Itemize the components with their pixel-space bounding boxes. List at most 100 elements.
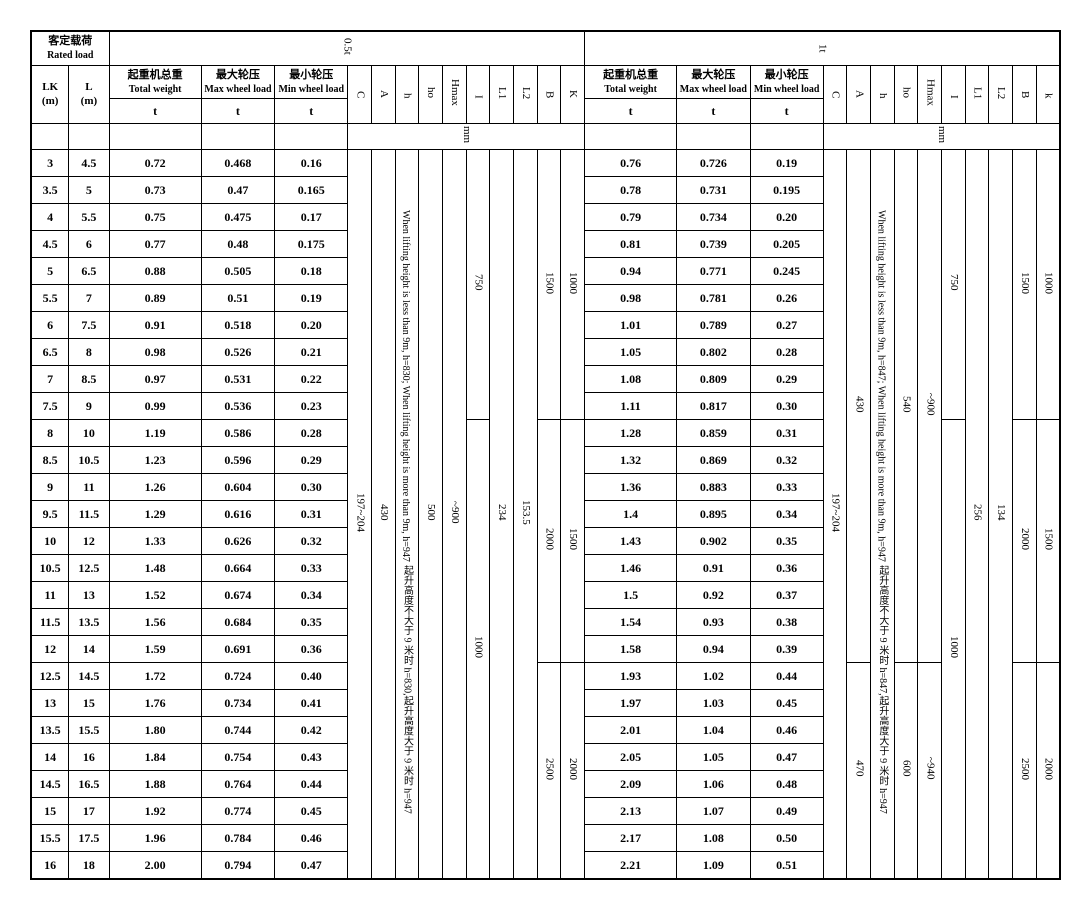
cell: 1.76 (109, 689, 201, 716)
unit-t3: t (275, 99, 348, 124)
cell: 0.19 (275, 284, 348, 311)
cell: 0.29 (275, 446, 348, 473)
load2-header: 1t (584, 31, 1060, 65)
lk-cell: 13.5 (31, 716, 69, 743)
cell: 0.626 (201, 527, 274, 554)
lk-cell: 12 (31, 635, 69, 662)
cell: 1.36 (584, 473, 676, 500)
load1-header: 0.5t (109, 31, 584, 65)
cell: 0.784 (201, 824, 274, 851)
lk-cell: 12.5 (31, 662, 69, 689)
cell: 0.744 (201, 716, 274, 743)
lk-cell: 14 (31, 743, 69, 770)
cell: 0.28 (750, 338, 823, 365)
cell: 0.43 (275, 743, 348, 770)
cell: 0.664 (201, 554, 274, 581)
l-cell: 17.5 (69, 824, 109, 851)
cell: 2.17 (584, 824, 676, 851)
cell: 0.22 (275, 365, 348, 392)
cell: 1.56 (109, 608, 201, 635)
cell: 0.684 (201, 608, 274, 635)
h2-header: h (871, 65, 895, 124)
cell: 0.774 (201, 797, 274, 824)
cell: 470 (847, 662, 871, 879)
blank (584, 124, 676, 150)
unit-mm1: mm (348, 124, 585, 150)
cell: 1.23 (109, 446, 201, 473)
l-cell: 7 (69, 284, 109, 311)
cell: 1000 (561, 149, 585, 419)
cell: 153.5 (513, 149, 537, 879)
cell: 0.691 (201, 635, 274, 662)
cell: 0.165 (275, 176, 348, 203)
blank (31, 124, 69, 150)
lk-cell: 9 (31, 473, 69, 500)
lk-cell: 7.5 (31, 392, 69, 419)
cell: 0.28 (275, 419, 348, 446)
cell: 1000 (466, 419, 490, 879)
cell: 1.26 (109, 473, 201, 500)
cell: 1500 (537, 149, 561, 419)
cell: 0.34 (750, 500, 823, 527)
cell: 0.505 (201, 257, 274, 284)
mn2-header: 最小轮压Min wheel load (750, 65, 823, 99)
lk-cell: 16 (31, 851, 69, 879)
cell: 0.31 (750, 419, 823, 446)
cell: 0.724 (201, 662, 274, 689)
cell: 0.531 (201, 365, 274, 392)
cell: 1.09 (677, 851, 750, 879)
lk-cell: 6 (31, 311, 69, 338)
lk-cell: 10.5 (31, 554, 69, 581)
cell: 1500 (561, 419, 585, 662)
blank (275, 124, 348, 150)
lk-cell: 8.5 (31, 446, 69, 473)
l-cell: 12.5 (69, 554, 109, 581)
cell: 1.88 (109, 770, 201, 797)
lk-cell: 5 (31, 257, 69, 284)
cell: 0.902 (677, 527, 750, 554)
cell: 0.81 (584, 230, 676, 257)
cell: 1.08 (584, 365, 676, 392)
cell: 0.731 (677, 176, 750, 203)
cell: 0.604 (201, 473, 274, 500)
b2-header: B (1012, 65, 1036, 124)
cell: 2000 (1012, 419, 1036, 662)
cell: 0.76 (584, 149, 676, 176)
cell: 1.02 (677, 662, 750, 689)
k1-header: K (561, 65, 585, 124)
cell: 134 (989, 149, 1013, 879)
l-cell: 4.5 (69, 149, 109, 176)
cell: 2.13 (584, 797, 676, 824)
l-cell: 11.5 (69, 500, 109, 527)
lk-cell: 6.5 (31, 338, 69, 365)
cell: 0.35 (750, 527, 823, 554)
blank (201, 124, 274, 150)
cell: 0.734 (201, 689, 274, 716)
l-cell: 8 (69, 338, 109, 365)
cell: 1.48 (109, 554, 201, 581)
l-cell: 7.5 (69, 311, 109, 338)
cell: 0.789 (677, 311, 750, 338)
cell: 0.20 (275, 311, 348, 338)
cell: 0.895 (677, 500, 750, 527)
table-body: 34.50.720.4680.16197~204430When lifting … (31, 149, 1060, 879)
l-cell: 16.5 (69, 770, 109, 797)
cell: 0.44 (275, 770, 348, 797)
cell: 2.09 (584, 770, 676, 797)
cell: 1.5 (584, 581, 676, 608)
cell: 1.28 (584, 419, 676, 446)
cell: 0.47 (201, 176, 274, 203)
unit-t2: t (201, 99, 274, 124)
cell: 0.94 (677, 635, 750, 662)
cell: 1.93 (584, 662, 676, 689)
l-cell: 5 (69, 176, 109, 203)
cell: 197~204 (823, 149, 847, 879)
cell: 750 (466, 149, 490, 419)
lk-cell: 13 (31, 689, 69, 716)
cell: 0.468 (201, 149, 274, 176)
cell: 0.36 (750, 554, 823, 581)
cell: 0.23 (275, 392, 348, 419)
l-cell: 9 (69, 392, 109, 419)
cell: 2000 (561, 662, 585, 879)
lk-cell: 3 (31, 149, 69, 176)
